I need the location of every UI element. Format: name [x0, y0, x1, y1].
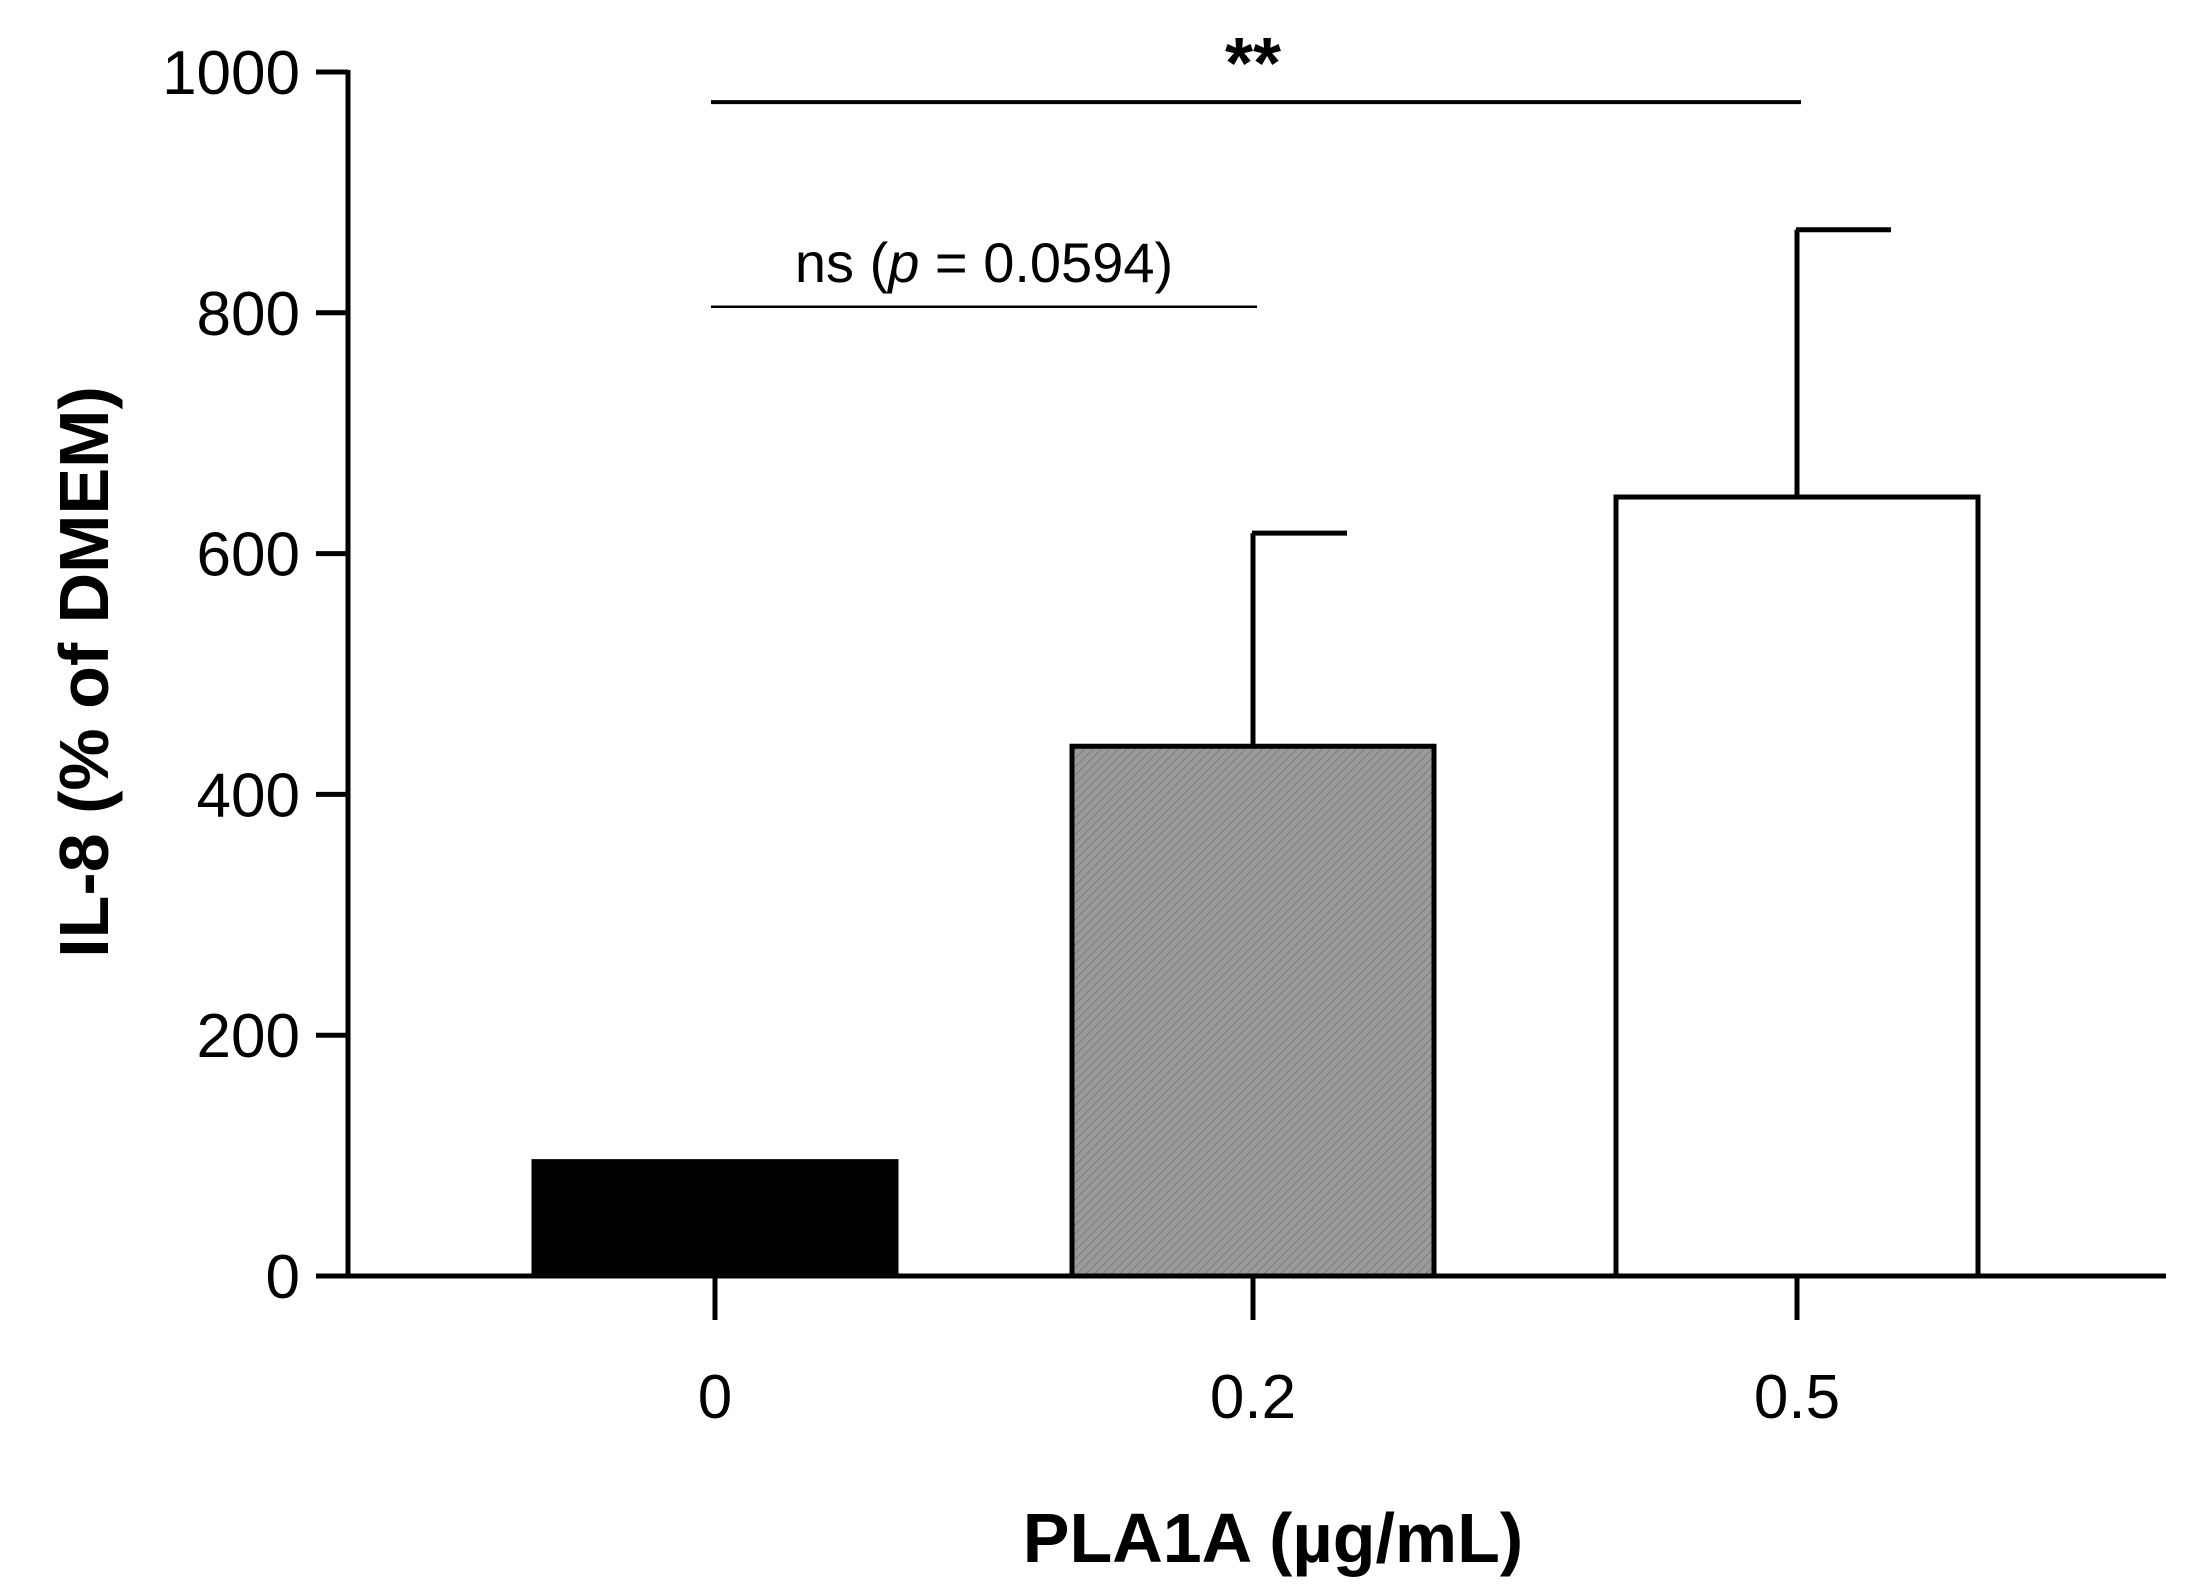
x-tick-label-0.5: 0.5	[1754, 1363, 1840, 1432]
y-axis-title: IL-8 (% of DMEM)	[45, 386, 123, 958]
error-bars-layer	[1250, 227, 1891, 747]
y-tick-label-600: 600	[197, 521, 300, 590]
significance-annotations: ** ns (p = 0.0594)	[711, 24, 1801, 309]
bar-0.2	[1069, 743, 1437, 1279]
x-ticks: 0 0.2 0.5	[698, 1276, 1840, 1432]
y-tick-label-0: 0	[266, 1243, 300, 1312]
significance-label-0-vs-0.2: ns (p = 0.0594)	[795, 231, 1173, 294]
bar-0.5	[1613, 494, 1981, 1279]
x-axis-title: PLA1A (µg/mL)	[1023, 1499, 1524, 1577]
x-tick-label-0.2: 0.2	[1210, 1363, 1296, 1432]
y-tick-label-800: 800	[197, 280, 300, 349]
x-tick-label-0: 0	[698, 1363, 732, 1432]
y-ticks: 0 200 400 600 800 1000	[162, 39, 348, 1312]
significance-label-0-vs-0.5: **	[1225, 24, 1281, 104]
bars-layer	[531, 494, 1981, 1279]
y-tick-label-400: 400	[197, 761, 300, 830]
y-tick-label-1000: 1000	[162, 39, 300, 108]
bar-0	[531, 1159, 899, 1279]
y-tick-label-200: 200	[197, 1002, 300, 1071]
